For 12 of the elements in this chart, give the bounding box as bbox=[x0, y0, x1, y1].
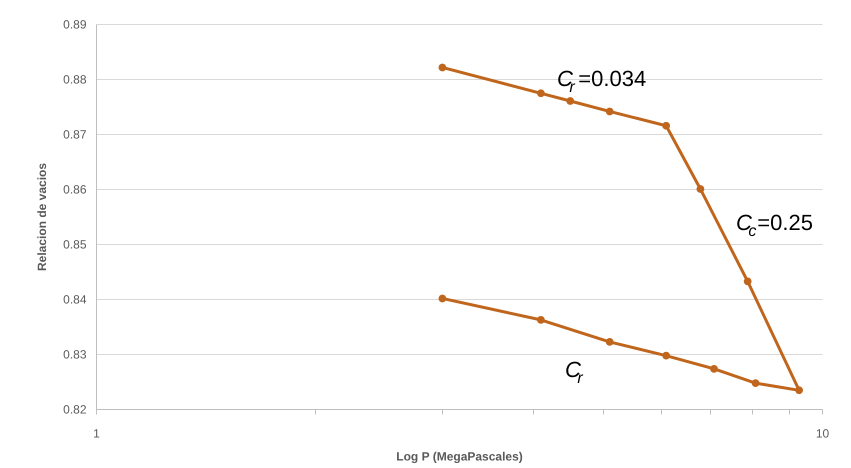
y-tick-label: 0.88 bbox=[63, 72, 87, 86]
y-tick-label: 0.83 bbox=[63, 348, 87, 362]
x-tick-label: 1 bbox=[93, 426, 100, 440]
y-tick-label: 0.84 bbox=[63, 292, 87, 306]
y-tick-label: 0.82 bbox=[63, 402, 87, 416]
y-tick-label: 0.87 bbox=[63, 128, 87, 142]
x-axis-title: Log P (MegaPascales) bbox=[396, 450, 523, 464]
y-axis-title: Relacion de vacios bbox=[35, 162, 50, 272]
y-tick-label: 0.89 bbox=[63, 18, 87, 32]
x-tick-label: 10 bbox=[816, 426, 830, 440]
y-tick-label: 0.86 bbox=[63, 182, 87, 196]
y-tick-label: 0.85 bbox=[63, 238, 87, 252]
